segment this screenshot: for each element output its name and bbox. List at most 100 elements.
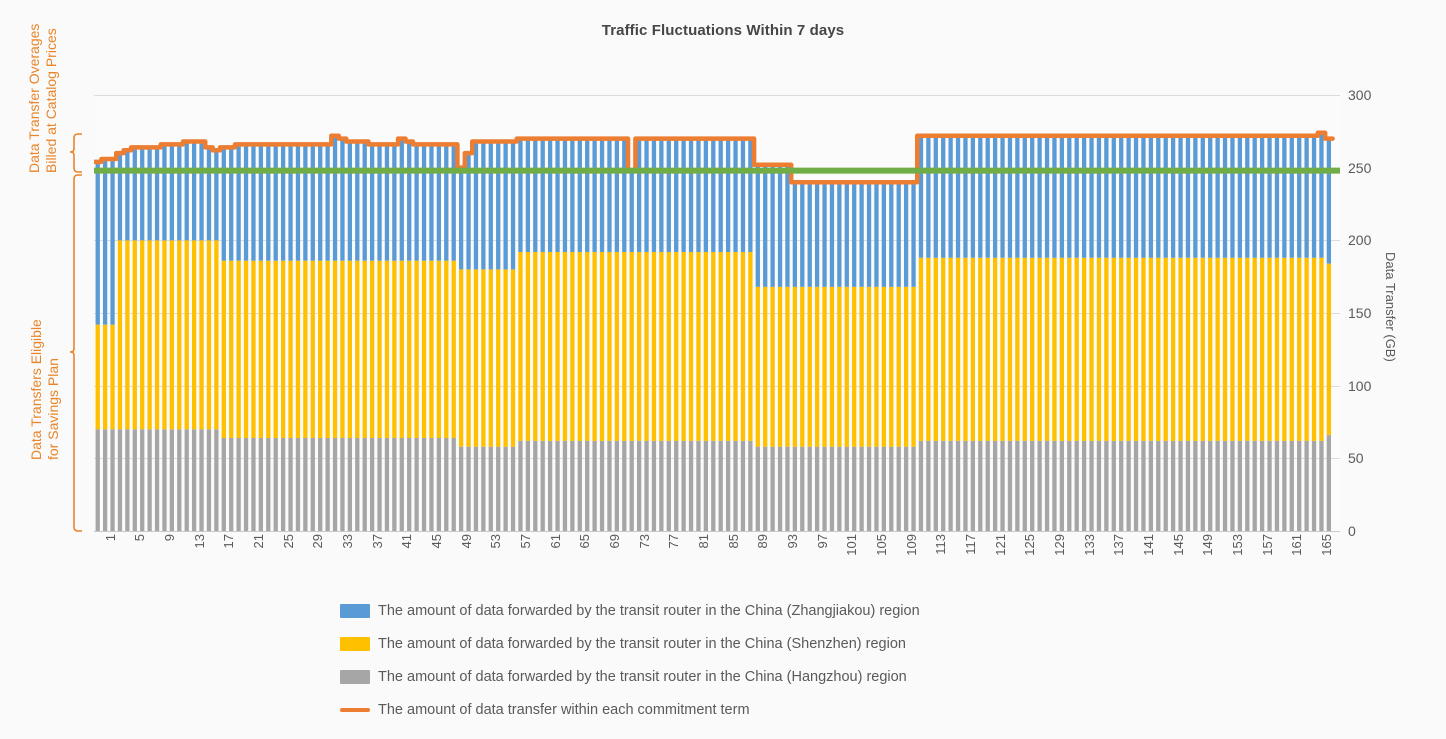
bar-segment <box>562 251 568 441</box>
bar-segment <box>1215 135 1220 258</box>
bar-segment <box>1200 135 1205 258</box>
bar-segment <box>125 240 130 430</box>
bar-segment <box>273 437 278 531</box>
bar-segment <box>970 135 976 258</box>
bar-segment <box>1252 440 1257 531</box>
gridline-150 <box>94 313 1340 314</box>
bar-segment <box>1111 135 1116 258</box>
bar-segment <box>162 240 167 430</box>
bar-segment <box>1178 440 1183 531</box>
bar-segment <box>792 182 798 287</box>
bar-segment <box>1274 440 1280 531</box>
bar-segment <box>510 446 516 531</box>
bar-segment <box>162 429 167 531</box>
bar-segment <box>384 144 390 261</box>
bar-segment <box>874 446 879 531</box>
bar-segment <box>199 429 204 531</box>
bar-segment <box>636 440 642 531</box>
x-tick-113: 113 <box>933 534 949 555</box>
y-tick-0: 0 <box>1348 523 1356 539</box>
bar-segment <box>1074 257 1079 441</box>
bar-segment <box>1007 440 1013 531</box>
bar-segment <box>607 138 612 252</box>
bar-segment <box>800 286 805 447</box>
bar-segment <box>941 440 946 531</box>
bar-segment <box>651 251 657 441</box>
bar-segment <box>622 251 627 441</box>
x-tick-97: 97 <box>814 534 830 549</box>
bar-segment <box>1096 440 1102 531</box>
bar-segment <box>1089 440 1094 531</box>
bar-segment <box>1037 257 1042 441</box>
bar-segment <box>1133 257 1139 441</box>
annotation-savings-line2: for Savings Plan <box>45 358 61 460</box>
x-tick-65: 65 <box>577 534 593 549</box>
bar-segment <box>1259 135 1265 258</box>
bar-segment <box>703 251 709 441</box>
legend-item-2[interactable]: The amount of data forwarded by the tran… <box>340 660 1240 693</box>
bar-segment <box>933 135 938 258</box>
bar-segment <box>681 138 686 252</box>
bar-segment <box>1178 257 1183 441</box>
bar-segment <box>429 437 434 531</box>
bar-segment <box>629 170 634 252</box>
bar-segment <box>362 260 367 438</box>
bar-segment <box>503 446 508 531</box>
legend-item-3[interactable]: The amount of data transfer within each … <box>340 693 1240 726</box>
bar-segment <box>369 144 375 261</box>
bar-segment <box>125 150 130 241</box>
bar-segment <box>177 144 182 241</box>
legend-item-1[interactable]: The amount of data forwarded by the tran… <box>340 627 1240 660</box>
bar-segment <box>310 144 315 261</box>
bar-segment <box>1022 440 1027 531</box>
x-tick-101: 101 <box>844 534 860 556</box>
bar-segment <box>1148 135 1154 258</box>
bar-segment <box>740 440 746 531</box>
bar-segment <box>829 286 835 447</box>
bar-segment <box>355 141 360 261</box>
bar-segment <box>763 446 768 531</box>
bar-segment <box>369 437 375 531</box>
bar-segment <box>629 440 634 531</box>
bar-segment <box>191 240 197 430</box>
bar-segment <box>177 429 182 531</box>
bar-segment <box>1126 135 1131 258</box>
bar-segment <box>1215 257 1220 441</box>
bar-segment <box>1133 135 1139 258</box>
bar-segment <box>1208 257 1213 441</box>
bar-segment <box>1148 257 1154 441</box>
bar-segment <box>377 260 382 438</box>
y-axis: 0 50 100 150 200 250 300 <box>1348 87 1408 539</box>
bar-segment <box>288 144 293 261</box>
bar-segment <box>599 251 605 441</box>
bar-segment <box>592 440 597 531</box>
bar-segment <box>1245 440 1250 531</box>
bar-segment <box>636 138 642 252</box>
bar-segment <box>407 141 412 261</box>
bar-segment <box>1252 135 1257 258</box>
bar-segment <box>525 440 531 531</box>
legend-item-0[interactable]: The amount of data forwarded by the tran… <box>340 594 1240 627</box>
bar-segment <box>332 135 338 261</box>
bar-segment <box>318 260 323 438</box>
bar-segment <box>636 251 642 441</box>
bar-segment <box>933 257 938 441</box>
bar-segment <box>1044 135 1050 258</box>
bar-segment <box>303 260 308 438</box>
bar-segment <box>280 437 286 531</box>
bar-segment <box>748 440 753 531</box>
bar-segment <box>229 260 234 438</box>
x-tick-85: 85 <box>725 534 741 549</box>
x-tick-49: 49 <box>458 534 474 549</box>
bar-segment <box>1319 257 1324 441</box>
bar-segment <box>1200 440 1205 531</box>
plot-area <box>94 95 1340 532</box>
bar-segment <box>547 440 553 531</box>
bar-segment <box>1096 257 1102 441</box>
bar-segment <box>451 437 456 531</box>
bar-segment <box>214 429 219 531</box>
bar-segment <box>874 286 879 447</box>
x-tick-121: 121 <box>992 534 1008 556</box>
bar-segment <box>1111 257 1116 441</box>
bar-segment <box>955 257 961 441</box>
